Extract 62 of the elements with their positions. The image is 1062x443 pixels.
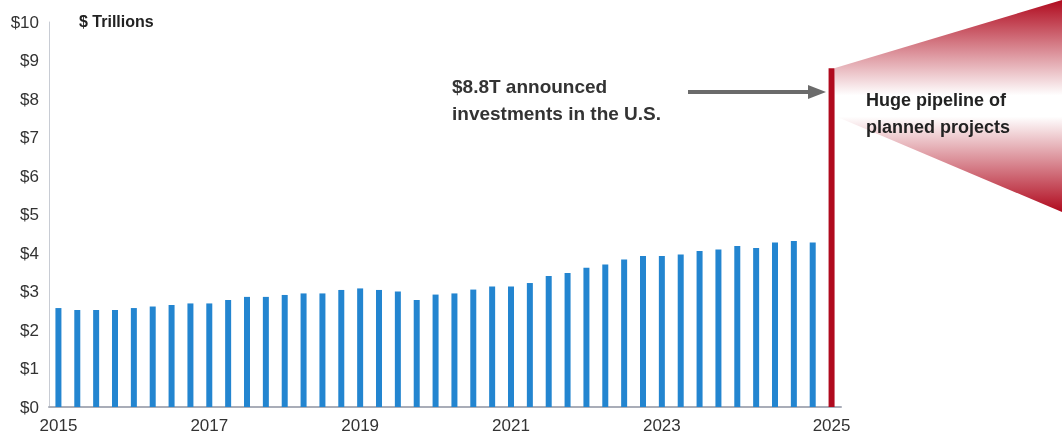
y-tick-label: $9 [20,51,39,70]
y-axis-title: $ Trillions [79,12,154,30]
bar [564,273,571,407]
bar [112,309,118,407]
x-tick-label: 2023 [642,416,681,435]
text: Huge pipeline of planned projects [866,89,1012,137]
bar [828,68,835,407]
bar [451,293,458,407]
bar [753,248,760,407]
bar [187,303,194,407]
bar [677,254,684,407]
y-tick-label: $7 [20,128,39,147]
x-tick-label: 2021 [492,416,530,435]
bar [640,256,646,407]
x-tick-label: 2015 [39,416,78,435]
bar [809,242,816,407]
bar [168,304,175,407]
x-tick-label: 2017 [190,416,229,435]
bar [149,306,156,407]
bar [545,276,552,407]
bar [74,309,81,407]
bar [489,286,496,407]
bar [508,286,514,407]
bar [93,309,100,407]
bar [734,246,741,407]
y-tick-label: $0 [20,397,39,417]
bar [696,251,703,407]
y-tick-label: $1 [20,359,39,378]
bar [413,299,420,407]
bar [772,242,778,407]
y-tick-label: $2 [20,320,39,340]
bar [130,308,137,407]
bar [658,256,665,407]
bar [338,289,345,407]
y-tick-label: $3 [20,282,39,301]
bar [526,283,533,407]
y-tick-label: $10 [10,12,39,32]
y-tick-label: $8 [20,89,39,109]
annotation: $8.8T announced investments in the U.S. [452,76,662,124]
x-tick-label: 2025 [812,416,851,435]
bar [357,288,364,407]
y-tick-label: $6 [20,166,39,186]
bar [470,289,477,407]
bar [376,289,382,407]
bar [244,296,250,407]
bar [432,294,439,407]
bar [715,249,722,407]
bar [225,299,232,407]
bar [300,293,307,407]
bar [621,259,628,407]
bar [602,264,609,407]
y-tick-label: $4 [20,243,39,263]
bar [55,308,62,407]
bar [206,303,213,407]
bar [394,291,401,407]
bar [281,294,288,407]
x-tick-label: 2019 [341,416,380,435]
bar [583,267,590,407]
bar [319,293,326,407]
y-tick-label: $5 [20,205,39,224]
bar [262,296,269,407]
bar [790,241,797,407]
